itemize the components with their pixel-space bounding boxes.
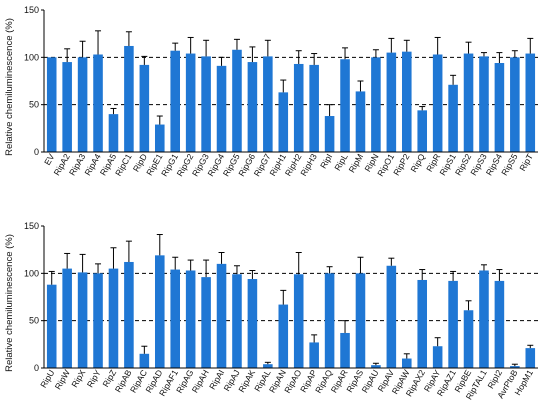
- bar: [510, 57, 520, 153]
- bar: [201, 277, 211, 368]
- bar: [463, 53, 474, 153]
- bar: [263, 364, 273, 368]
- bar: [494, 63, 505, 152]
- bar: [77, 272, 88, 368]
- bar: [417, 279, 428, 368]
- bar: [278, 304, 289, 368]
- bar: [247, 62, 258, 152]
- bar: [124, 261, 134, 368]
- bar: [139, 64, 150, 152]
- x-tick-label: EV: [42, 152, 57, 167]
- y-tick-label: 100: [24, 268, 39, 278]
- x-tick-label: RipY: [85, 368, 103, 389]
- bar: [309, 342, 319, 368]
- bar: [170, 269, 181, 368]
- y-tick-label: 150: [24, 221, 39, 231]
- bar: [355, 91, 366, 152]
- bar: [479, 270, 489, 368]
- x-tick-label: RipM: [347, 152, 366, 174]
- bar: [139, 353, 150, 368]
- x-tick-label: RipW: [53, 367, 73, 391]
- bar: [340, 59, 350, 152]
- y-tick-label: 150: [24, 5, 39, 15]
- bar: [216, 263, 227, 368]
- bar: [448, 280, 458, 368]
- bar: [479, 56, 489, 152]
- bar: [494, 280, 505, 368]
- bar: [93, 54, 103, 152]
- bar: [371, 57, 381, 153]
- y-axis-title: Relative chemiluminescence (%): [4, 234, 15, 372]
- bar: [278, 92, 289, 152]
- bar: [93, 273, 103, 368]
- bar: [525, 53, 536, 153]
- bar: [386, 265, 397, 368]
- bar: [340, 332, 350, 368]
- bar: [293, 274, 304, 368]
- bar: [386, 52, 397, 152]
- y-tick-label: 0: [34, 363, 39, 373]
- y-tick-label: 100: [24, 52, 39, 62]
- bar: [401, 358, 412, 368]
- bar: [525, 348, 536, 368]
- bar: [185, 53, 196, 153]
- bar: [46, 284, 57, 368]
- bar: [185, 270, 196, 368]
- bar: [448, 84, 458, 152]
- y-tick-label: 50: [29, 100, 39, 110]
- x-tick-label: RipX: [69, 368, 87, 389]
- bar: [216, 65, 227, 152]
- bar: [62, 62, 72, 152]
- bar: [170, 50, 181, 152]
- y-axis-title: Relative chemiluminescence (%): [4, 18, 15, 156]
- y-tick-label: 0: [34, 147, 39, 157]
- bar: [108, 268, 119, 368]
- bar: [232, 274, 242, 368]
- x-tick-label: RipS5: [499, 152, 519, 177]
- bar: [154, 124, 165, 152]
- bar: [355, 273, 366, 368]
- bar: [324, 273, 335, 368]
- bar: [432, 346, 443, 368]
- bar: [108, 114, 119, 152]
- bar: [232, 49, 242, 153]
- bar: [124, 45, 134, 153]
- bar: [324, 116, 335, 152]
- bar: [263, 56, 273, 152]
- bar: [77, 57, 88, 153]
- bar: [371, 365, 381, 368]
- x-tick-label: RipC1: [113, 152, 134, 178]
- bar: [309, 64, 319, 152]
- bar: [201, 56, 211, 152]
- bar: [293, 63, 304, 152]
- x-tick-label: RipP2: [391, 152, 411, 177]
- bar: [510, 366, 520, 368]
- bar: [432, 54, 443, 152]
- bar: [62, 268, 72, 368]
- x-tick-label: RipQ: [408, 152, 427, 174]
- bar: [154, 255, 165, 368]
- x-tick-label: RipT: [517, 151, 535, 172]
- bar: [46, 57, 57, 153]
- bar: [417, 110, 428, 152]
- bar: [401, 51, 412, 152]
- y-tick-label: 50: [29, 316, 39, 326]
- x-tick-label: RipH3: [298, 152, 319, 178]
- bar: [463, 310, 474, 368]
- bar: [247, 279, 258, 368]
